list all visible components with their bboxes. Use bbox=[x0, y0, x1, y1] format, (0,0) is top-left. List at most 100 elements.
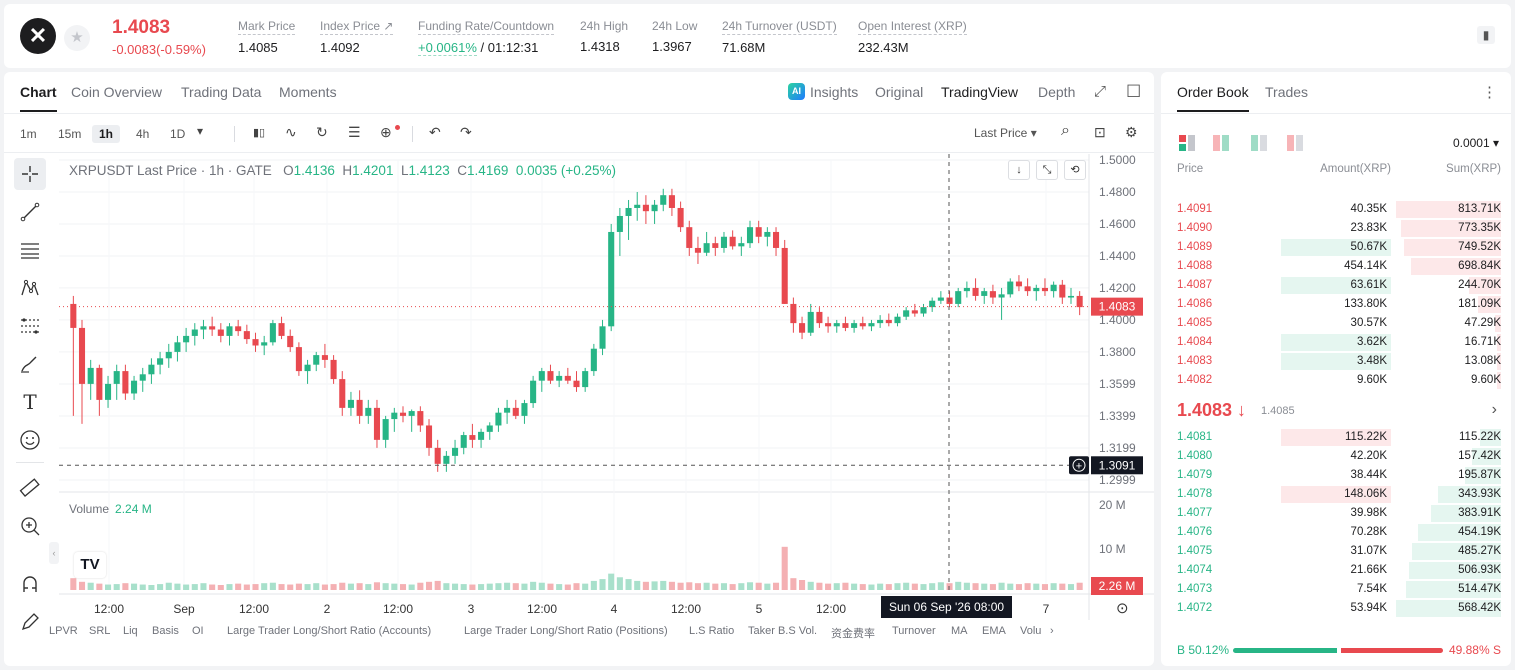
indicator-tab[interactable]: Taker B.S Vol. bbox=[748, 625, 818, 637]
stat-funding-rate[interactable]: Funding Rate/Countdown +0.0061% / 01:12:… bbox=[418, 18, 555, 56]
tab-original[interactable]: Original bbox=[875, 84, 924, 100]
precision-select[interactable]: 0.0001 ▾ bbox=[1452, 136, 1499, 150]
price-chart[interactable]: 1.5000 1.4800 1.4600 1.4400 1.4200 1.4000 1.38… bbox=[59, 154, 1154, 622]
bid-row[interactable]: 1.4080 42.20K 157.42K bbox=[1161, 447, 1511, 466]
ask-row[interactable]: 1.4091 40.35K 813.71K bbox=[1161, 200, 1511, 219]
indicator-tab[interactable]: Large Trader Long/Short Ratio (Accounts) bbox=[227, 625, 432, 637]
book-icon[interactable]: ▮ bbox=[1477, 26, 1495, 44]
indicator-tab[interactable]: Turnover bbox=[892, 625, 936, 637]
bid-row[interactable]: 1.4077 39.98K 383.91K bbox=[1161, 504, 1511, 523]
stat-index-price[interactable]: Index Price ↗ 1.4092 bbox=[320, 18, 394, 55]
view-bids-icon[interactable] bbox=[1251, 135, 1267, 151]
divider bbox=[412, 126, 413, 142]
ask-row[interactable]: 1.4085 30.57K 47.29K bbox=[1161, 314, 1511, 333]
tab-chart[interactable]: Chart bbox=[20, 84, 57, 112]
brush-tool-icon[interactable] bbox=[14, 348, 46, 380]
emoji-tool-icon[interactable] bbox=[14, 424, 46, 456]
crosshair-tool-icon[interactable] bbox=[14, 158, 46, 190]
add-indicator-icon[interactable]: ⊕ bbox=[380, 124, 392, 140]
template-icon[interactable]: ☰ bbox=[348, 124, 361, 140]
reset-chart-button[interactable]: ⟲ bbox=[1064, 160, 1086, 180]
indicator-tab[interactable]: L.S Ratio bbox=[689, 625, 735, 637]
bid-row[interactable]: 1.4076 70.28K 454.19K bbox=[1161, 523, 1511, 542]
view-asks-icon[interactable] bbox=[1287, 135, 1303, 151]
magnet-icon[interactable] bbox=[14, 568, 46, 600]
indicator-tab[interactable]: Liq bbox=[123, 625, 138, 637]
bid-row[interactable]: 1.4081 115.22K 115.22K bbox=[1161, 428, 1511, 447]
chevron-right-icon[interactable]: › bbox=[1491, 401, 1497, 418]
indicator-icon[interactable]: ∿ bbox=[285, 124, 297, 140]
fullscreen-chart-button[interactable]: ⤡ bbox=[1036, 160, 1058, 180]
tradingview-logo[interactable]: TV bbox=[74, 552, 106, 578]
horizontal-lines-tool-icon[interactable] bbox=[14, 234, 46, 266]
view-both-icon[interactable] bbox=[1179, 135, 1195, 151]
indicator-tab[interactable]: EMA bbox=[982, 625, 1006, 637]
price-type-select[interactable]: Last Price ▾ bbox=[974, 126, 1037, 140]
indicator-tab[interactable]: Large Trader Long/Short Ratio (Positions… bbox=[464, 625, 668, 637]
fib-tool-icon[interactable] bbox=[14, 310, 46, 342]
favorite-star-icon[interactable]: ★ bbox=[64, 25, 90, 51]
indicator-tab[interactable]: Basis bbox=[152, 625, 179, 637]
timeframe-1h[interactable]: 1h bbox=[92, 125, 121, 143]
pattern-tool-icon[interactable] bbox=[14, 272, 46, 304]
timeframe-1m[interactable]: 1m bbox=[20, 127, 37, 141]
indicator-tab[interactable]: LPVR bbox=[49, 625, 78, 637]
gear-icon[interactable]: ⚙ bbox=[1125, 124, 1138, 140]
scroll-latest-button[interactable]: ↓ bbox=[1008, 160, 1030, 180]
bid-row[interactable]: 1.4075 31.07K 485.27K bbox=[1161, 542, 1511, 561]
tab-trading-data[interactable]: Trading Data bbox=[181, 84, 262, 100]
candle-body bbox=[1050, 284, 1057, 292]
window-icon[interactable]: ☐ bbox=[1126, 82, 1142, 101]
tab-depth[interactable]: Depth bbox=[1038, 84, 1076, 100]
ask-row[interactable]: 1.4088 454.14K 698.84K bbox=[1161, 257, 1511, 276]
funding-rate-value: +0.0061% bbox=[418, 40, 477, 56]
timeframe-15m[interactable]: 15m bbox=[58, 127, 82, 141]
indicator-tab[interactable]: OI bbox=[192, 625, 204, 637]
candle-type-icon[interactable]: ▮▯ bbox=[253, 127, 266, 139]
chevron-down-icon[interactable]: ▾ bbox=[197, 124, 204, 138]
tab-order-book[interactable]: Order Book bbox=[1177, 84, 1249, 112]
trendline-tool-icon[interactable] bbox=[14, 196, 46, 228]
indicator-tab[interactable]: › bbox=[1050, 625, 1054, 637]
indicator-tab[interactable]: 资金费率 bbox=[831, 628, 875, 640]
collapse-toolbar-icon[interactable]: ‹ bbox=[49, 542, 59, 564]
bid-row[interactable]: 1.4078 148.06K 343.93K bbox=[1161, 485, 1511, 504]
bid-row[interactable]: 1.4073 7.54K 514.47K bbox=[1161, 580, 1511, 599]
stat-mark-price[interactable]: Mark Price 1.4085 bbox=[238, 18, 296, 55]
tab-trades[interactable]: Trades bbox=[1265, 84, 1309, 100]
text-tool-icon[interactable]: T bbox=[23, 390, 37, 414]
zoom-in-icon[interactable] bbox=[14, 510, 46, 542]
bid-row[interactable]: 1.4072 53.94K 568.42K bbox=[1161, 599, 1511, 618]
indicator-tab[interactable]: SRL bbox=[89, 625, 111, 637]
ask-row[interactable]: 1.4090 23.83K 773.35K bbox=[1161, 219, 1511, 238]
stat-open-interest[interactable]: Open Interest (XRP) 232.43M bbox=[858, 18, 967, 55]
more-icon[interactable]: ⋮ bbox=[1482, 84, 1497, 101]
ask-row[interactable]: 1.4084 3.62K 16.71K bbox=[1161, 333, 1511, 352]
redo-icon[interactable]: ↷ bbox=[460, 124, 472, 140]
camera-icon[interactable]: ⊡ bbox=[1094, 124, 1106, 140]
ask-row[interactable]: 1.4086 133.80K 181.09K bbox=[1161, 295, 1511, 314]
indicator-tab[interactable]: Volu bbox=[1020, 625, 1042, 637]
bid-row[interactable]: 1.4074 21.66K 506.93K bbox=[1161, 561, 1511, 580]
tab-insights[interactable]: Insights bbox=[810, 84, 859, 100]
ask-row[interactable]: 1.4082 9.60K 9.60K bbox=[1161, 371, 1511, 390]
tab-tradingview[interactable]: TradingView bbox=[941, 84, 1019, 100]
timeframe-4h[interactable]: 4h bbox=[136, 127, 150, 141]
expand-icon[interactable]: ⤢ bbox=[1094, 83, 1107, 100]
replay-icon[interactable]: ↻ bbox=[316, 124, 328, 140]
ruler-tool-icon[interactable] bbox=[14, 472, 46, 504]
search-icon[interactable]: ⌕ bbox=[1061, 122, 1070, 139]
chart-settings-icon[interactable]: ⊙ bbox=[1116, 600, 1129, 617]
tab-moments[interactable]: Moments bbox=[279, 84, 337, 100]
ask-row[interactable]: 1.4089 50.67K 749.52K bbox=[1161, 238, 1511, 257]
indicator-tab[interactable]: MA bbox=[951, 625, 968, 637]
ask-row[interactable]: 1.4083 3.48K 13.08K bbox=[1161, 352, 1511, 371]
timeframe-1d[interactable]: 1D bbox=[170, 127, 186, 141]
bid-row[interactable]: 1.4079 38.44K 195.87K bbox=[1161, 466, 1511, 485]
ask-row[interactable]: 1.4087 63.61K 244.70K bbox=[1161, 276, 1511, 295]
pencil-lock-icon[interactable] bbox=[14, 606, 46, 638]
tab-coin-overview[interactable]: Coin Overview bbox=[71, 84, 163, 100]
view-split-icon[interactable] bbox=[1213, 135, 1229, 151]
undo-icon[interactable]: ↶ bbox=[429, 124, 441, 140]
stat-24h-turnover[interactable]: 24h Turnover (USDT) 71.68M bbox=[722, 18, 837, 55]
